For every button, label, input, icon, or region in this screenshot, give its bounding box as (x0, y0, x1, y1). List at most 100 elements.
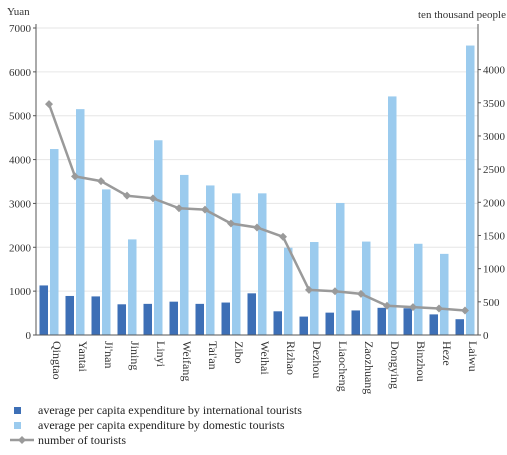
legend-swatch-domestic (14, 422, 21, 429)
left-tick-label: 1000 (9, 286, 32, 298)
category-labels: Qingtao Yantai Ji'nan Jining Linyi Weifang Tai… (50, 341, 480, 394)
tourist-point (175, 204, 183, 213)
bar-domestic (440, 253, 449, 335)
bar-international (377, 307, 386, 335)
bar-domestic (466, 45, 475, 336)
right-tick-label: 4000 (483, 65, 506, 77)
tourist-point (279, 232, 287, 241)
left-axis-unit: Yuan (7, 6, 30, 18)
bar-international (273, 311, 282, 335)
tourist-point (461, 306, 469, 315)
legend-swatch-marker (18, 436, 26, 444)
bar-international (91, 296, 100, 335)
bar-international (221, 302, 230, 335)
bar-international (351, 310, 360, 335)
category-label: Heze (440, 341, 454, 366)
tourist-point (71, 172, 79, 181)
bar-domestic (388, 96, 397, 335)
right-tick-label: 1500 (483, 230, 506, 242)
category-label: Dongying (388, 341, 402, 389)
category-label: Zaozhuang (362, 341, 376, 394)
axes (33, 24, 481, 336)
bar-domestic (362, 241, 371, 335)
legend: average per capita expenditure by intern… (10, 403, 302, 447)
tourist-point (149, 194, 157, 203)
left-tick-label: 3000 (9, 198, 32, 210)
right-tick-label: 500 (483, 297, 500, 309)
bar-international (169, 301, 178, 335)
category-label: Dezhou (310, 341, 324, 378)
left-tick-label: 5000 (9, 111, 32, 123)
bar-international (117, 304, 126, 335)
right-tick-label: 3500 (483, 98, 506, 110)
category-label: Laiwu (466, 341, 480, 372)
bar-international (455, 319, 464, 335)
category-label: Linyi (154, 341, 168, 368)
bar-domestic (206, 185, 215, 335)
tourist-point (435, 304, 443, 313)
category-label: Rizhao (284, 341, 298, 375)
tourist-point (227, 219, 235, 228)
right-tick-label: 2000 (483, 197, 506, 209)
bar-domestic (414, 243, 423, 335)
tourist-line-path (47, 103, 466, 312)
legend-label-international: average per capita expenditure by intern… (38, 403, 302, 417)
left-tick-label: 0 (26, 330, 32, 342)
legend-swatch-international (14, 407, 21, 414)
bar-domestic (284, 247, 293, 335)
tourist-point (383, 301, 391, 310)
bar-domestic (310, 242, 319, 335)
bar-domestic (76, 109, 85, 335)
legend-label-tourists: number of tourists (38, 433, 126, 447)
bar-domestic (232, 193, 241, 335)
category-label: Binzhou (414, 341, 428, 382)
bar-domestic (154, 140, 163, 335)
bar-international (325, 312, 334, 335)
tourist-point (45, 100, 53, 109)
tourist-point (409, 303, 417, 312)
tourist-point (305, 285, 313, 294)
bar-domestic (258, 193, 267, 335)
tourist-line (45, 100, 469, 315)
legend-label-domestic: average per capita expenditure by domest… (38, 418, 285, 432)
right-tick-label: 3000 (483, 131, 506, 143)
bar-domestic (180, 174, 189, 335)
right-tick-label: 1000 (483, 264, 506, 276)
bar-international (39, 285, 48, 335)
tourist-point (331, 287, 339, 296)
bar-domestic (50, 149, 59, 335)
bar-international (429, 314, 438, 335)
left-tick-label: 2000 (9, 242, 32, 254)
bar-international (247, 293, 256, 335)
left-tick-label: 4000 (9, 155, 32, 167)
tourist-point (357, 289, 365, 298)
category-label: Qingtao (50, 341, 64, 380)
bars (39, 45, 475, 336)
category-label: Jining (128, 341, 142, 370)
bar-domestic (336, 202, 345, 335)
tourist-point (201, 205, 209, 214)
category-label: Weifang (180, 341, 194, 381)
category-label: Ji'nan (102, 341, 116, 369)
left-tick-label: 7000 (9, 23, 32, 35)
bar-international (403, 308, 412, 335)
tick-labels: 0 1000 2000 3000 4000 5000 6000 7000 0 500 1000 150… (9, 23, 506, 342)
bar-international (143, 303, 152, 335)
category-label: Tai'an (206, 341, 220, 370)
category-label: Zibo (232, 341, 246, 364)
right-axis-unit: ten thousand people (418, 9, 506, 21)
bar-domestic (102, 189, 111, 335)
tourist-point (123, 191, 131, 200)
category-label: Yantai (76, 341, 90, 372)
category-label: Liaocheng (336, 341, 350, 392)
right-tick-label: 0 (483, 330, 489, 342)
category-label: Weihai (258, 341, 272, 375)
bar-international (299, 316, 308, 335)
left-tick-label: 6000 (9, 67, 32, 79)
tourist-point (253, 223, 261, 232)
tourist-point (97, 177, 105, 186)
bar-domestic (128, 239, 137, 335)
right-tick-label: 2500 (483, 164, 506, 176)
bar-international (195, 303, 204, 335)
